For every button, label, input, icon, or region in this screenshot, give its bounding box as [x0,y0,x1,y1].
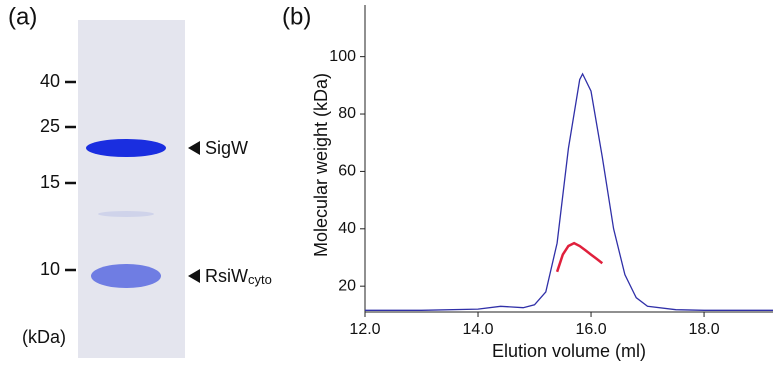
y-tick-label: 80 [338,105,356,122]
marker-label: 25 [40,116,60,136]
panel-label: (b) [282,3,311,30]
gel-band [86,139,166,157]
y-tick-label: 60 [338,163,356,180]
marker-label: 15 [40,172,60,192]
gel-lane [78,20,185,358]
x-tick-label: 18.0 [688,321,719,338]
band-subscript: cyto [248,272,272,287]
data-line [365,74,773,310]
marker-label: 10 [40,259,60,279]
panel-label: (a) [8,3,37,30]
gel-band [91,264,161,288]
y-tick-label: 20 [338,277,356,294]
arrow [188,141,200,155]
marker-label: 40 [40,71,60,91]
y-axis-title: Molecular weight (kDa) [311,73,331,257]
x-tick-label: 14.0 [462,321,493,338]
unit-label: (kDa) [22,327,66,347]
x-tick-label: 12.0 [349,321,380,338]
band-label: SigW [205,138,248,158]
x-tick-label: 16.0 [575,321,606,338]
y-tick-label: 100 [329,48,356,65]
y-tick-label: 40 [338,220,356,237]
x-axis-title: Elution volume (ml) [492,341,646,361]
figure: (a) (kDa) SigW RsiWcyto (b) Elution volu… [0,0,773,366]
gel-band [98,211,154,217]
band-name: RsiW [205,266,248,286]
data-line [557,243,602,272]
band-label: RsiWcyto [205,266,272,288]
arrow [188,269,200,283]
